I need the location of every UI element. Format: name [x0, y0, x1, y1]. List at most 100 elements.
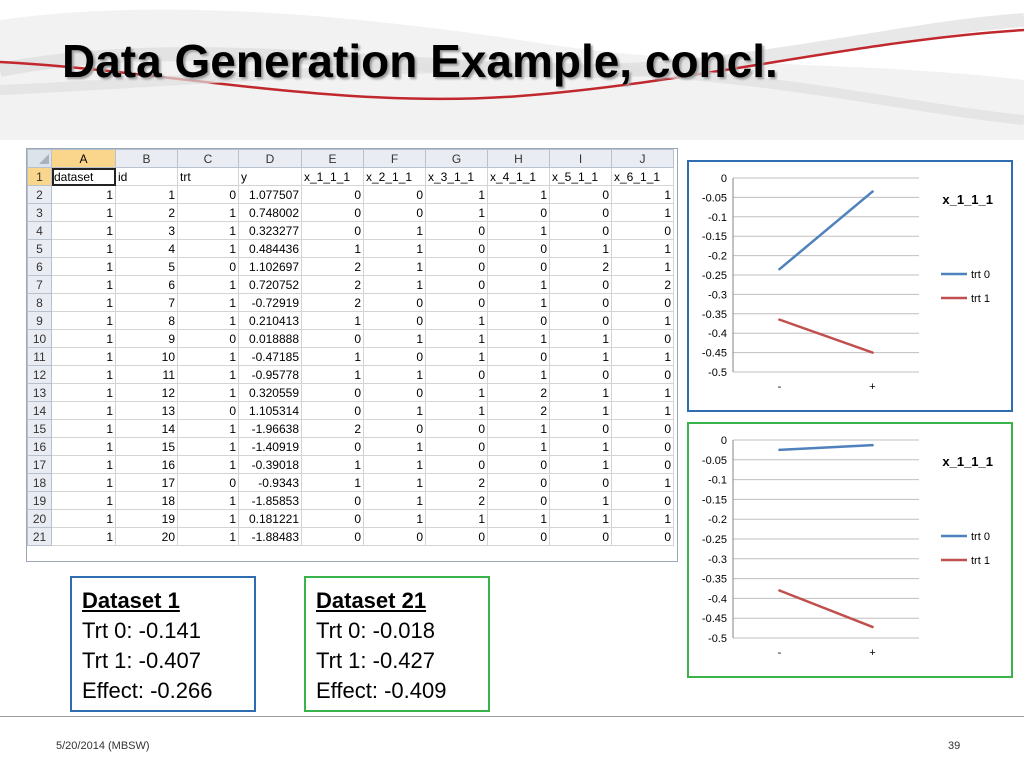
table-cell[interactable]: 1 — [611, 401, 674, 420]
table-cell[interactable]: 2 — [301, 419, 364, 438]
table-cell[interactable]: 0 — [363, 383, 426, 402]
table-cell[interactable]: 1 — [301, 365, 364, 384]
table-cell[interactable]: 0 — [611, 293, 674, 312]
table-cell[interactable]: 6 — [115, 275, 178, 294]
table-cell[interactable]: 1 — [611, 383, 674, 402]
table-cell[interactable]: 1 — [363, 509, 426, 528]
table-cell[interactable]: 1 — [51, 311, 116, 330]
column-header-j[interactable]: J — [611, 149, 674, 168]
table-cell[interactable]: 0 — [487, 455, 550, 474]
table-cell[interactable]: 1 — [363, 473, 426, 492]
row-header[interactable]: 9 — [27, 311, 52, 330]
table-cell[interactable]: 1 — [177, 419, 239, 438]
table-cell[interactable]: 0 — [611, 329, 674, 348]
table-cell[interactable]: 1 — [301, 239, 364, 258]
table-cell[interactable]: -1.40919 — [238, 437, 302, 456]
table-cell[interactable]: 0.320559 — [238, 383, 302, 402]
table-cell[interactable]: 1 — [487, 419, 550, 438]
table-cell[interactable]: 1 — [425, 509, 488, 528]
table-cell[interactable]: 0 — [363, 419, 426, 438]
header-cell-x-2-1-1[interactable]: x_2_1_1 — [363, 167, 426, 186]
table-cell[interactable]: 0 — [177, 401, 239, 420]
table-cell[interactable]: 1 — [51, 239, 116, 258]
table-cell[interactable]: 1 — [51, 491, 116, 510]
table-cell[interactable]: 0 — [487, 473, 550, 492]
table-cell[interactable]: 1 — [51, 509, 116, 528]
row-header[interactable]: 5 — [27, 239, 52, 258]
table-cell[interactable]: 1 — [51, 347, 116, 366]
table-cell[interactable]: 0 — [549, 473, 612, 492]
table-cell[interactable]: 1 — [487, 185, 550, 204]
table-cell[interactable]: 1 — [301, 455, 364, 474]
column-header-h[interactable]: H — [487, 149, 550, 168]
table-cell[interactable]: 0 — [549, 365, 612, 384]
table-cell[interactable]: 8 — [115, 311, 178, 330]
row-header[interactable]: 7 — [27, 275, 52, 294]
spreadsheet[interactable]: A B C D E F G H I J 1 dataset id trt y x_1_1_1 x_2_1_1 x_… — [26, 148, 678, 562]
table-cell[interactable]: 1 — [611, 311, 674, 330]
table-cell[interactable]: 1 — [177, 221, 239, 240]
table-cell[interactable]: 10 — [115, 347, 178, 366]
table-cell[interactable]: 1 — [425, 383, 488, 402]
table-cell[interactable]: 1 — [611, 473, 674, 492]
table-cell[interactable]: 19 — [115, 509, 178, 528]
table-cell[interactable]: 1 — [51, 275, 116, 294]
table-cell[interactable]: 0 — [301, 185, 364, 204]
row-header[interactable]: 15 — [27, 419, 52, 438]
table-cell[interactable]: -0.72919 — [238, 293, 302, 312]
table-cell[interactable]: 0 — [549, 311, 612, 330]
column-header-i[interactable]: I — [549, 149, 612, 168]
table-cell[interactable]: -1.85853 — [238, 491, 302, 510]
table-cell[interactable]: 0 — [425, 527, 488, 546]
table-cell[interactable]: 1 — [363, 257, 426, 276]
table-cell[interactable]: 0.720752 — [238, 275, 302, 294]
table-cell[interactable]: 1 — [51, 401, 116, 420]
table-cell[interactable]: 1 — [487, 329, 550, 348]
table-cell[interactable]: 1 — [363, 401, 426, 420]
table-cell[interactable]: 0 — [611, 527, 674, 546]
table-cell[interactable]: 1 — [301, 347, 364, 366]
table-cell[interactable]: 1.105314 — [238, 401, 302, 420]
table-cell[interactable]: 1 — [487, 437, 550, 456]
row-header[interactable]: 4 — [27, 221, 52, 240]
table-cell[interactable]: 1 — [177, 203, 239, 222]
table-cell[interactable]: 0 — [363, 347, 426, 366]
table-cell[interactable]: 0 — [487, 203, 550, 222]
table-cell[interactable]: 1 — [549, 401, 612, 420]
table-cell[interactable]: 11 — [115, 365, 178, 384]
table-cell[interactable]: 1 — [51, 329, 116, 348]
table-cell[interactable]: 1 — [177, 311, 239, 330]
table-cell[interactable]: 1 — [363, 365, 426, 384]
table-cell[interactable]: 2 — [301, 293, 364, 312]
row-header[interactable]: 19 — [27, 491, 52, 510]
table-cell[interactable]: 0 — [301, 491, 364, 510]
table-cell[interactable]: 1 — [177, 437, 239, 456]
table-cell[interactable]: 0 — [177, 257, 239, 276]
table-cell[interactable]: 0 — [301, 401, 364, 420]
table-cell[interactable]: 0 — [301, 437, 364, 456]
table-cell[interactable]: 1 — [363, 491, 426, 510]
table-cell[interactable]: 0 — [363, 203, 426, 222]
row-header[interactable]: 13 — [27, 383, 52, 402]
table-cell[interactable]: 0 — [425, 419, 488, 438]
table-cell[interactable]: 1 — [51, 437, 116, 456]
table-cell[interactable]: 1 — [487, 275, 550, 294]
table-cell[interactable]: 1 — [425, 311, 488, 330]
table-cell[interactable]: 0 — [363, 185, 426, 204]
row-header[interactable]: 14 — [27, 401, 52, 420]
table-cell[interactable]: 7 — [115, 293, 178, 312]
table-cell[interactable]: 1 — [51, 185, 116, 204]
table-cell[interactable]: 0.181221 — [238, 509, 302, 528]
table-cell[interactable]: 1 — [177, 509, 239, 528]
table-cell[interactable]: 1 — [363, 437, 426, 456]
table-cell[interactable]: 1 — [177, 527, 239, 546]
table-cell[interactable]: 0 — [301, 509, 364, 528]
row-header[interactable]: 3 — [27, 203, 52, 222]
table-cell[interactable]: -0.9343 — [238, 473, 302, 492]
table-cell[interactable]: 0 — [301, 221, 364, 240]
column-header-e[interactable]: E — [301, 149, 364, 168]
table-cell[interactable]: 1 — [177, 347, 239, 366]
table-cell[interactable]: 0 — [549, 419, 612, 438]
table-cell[interactable]: 0 — [425, 239, 488, 258]
table-cell[interactable]: 2 — [425, 473, 488, 492]
